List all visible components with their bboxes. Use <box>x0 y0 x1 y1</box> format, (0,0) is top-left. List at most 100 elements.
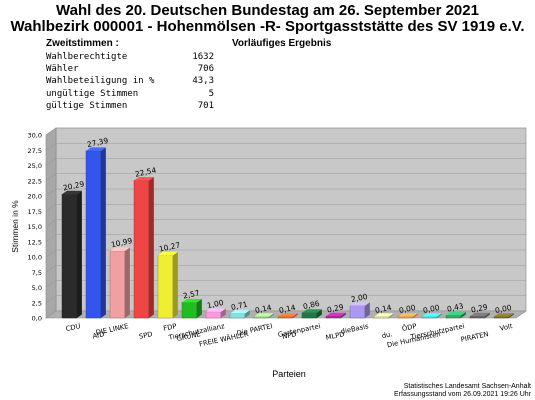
bar-side <box>292 313 298 318</box>
value-label: 2,57 <box>182 288 200 300</box>
stats-row: Wahlberechtigte 1632 <box>46 51 214 63</box>
bar-side <box>244 310 250 318</box>
bar-side <box>76 190 82 318</box>
y-tick-label: 5,0 <box>32 284 42 292</box>
x-axis-label: Parteien <box>272 369 306 379</box>
value-label: 0,00 <box>398 303 416 315</box>
value-label: 2,00 <box>350 292 368 304</box>
bar-side <box>460 311 466 318</box>
bar <box>133 180 150 319</box>
bar-top <box>278 313 298 317</box>
bar-side <box>484 312 490 318</box>
value-label: 0,00 <box>422 303 440 315</box>
stats-label: ungültige Stimmen <box>46 88 139 99</box>
bar-side <box>436 313 442 318</box>
bar <box>181 302 198 319</box>
value-label: 1,00 <box>206 298 224 310</box>
bar-side <box>124 247 130 318</box>
bar-top <box>302 309 322 313</box>
bar <box>85 150 102 319</box>
value-label: 0,14 <box>254 303 272 315</box>
gridline <box>45 158 526 166</box>
value-label: 10,99 <box>110 236 133 249</box>
stats-value: 701 <box>197 100 214 111</box>
gridline <box>45 280 526 288</box>
bar-top <box>350 302 370 306</box>
gridline <box>45 249 526 258</box>
category-label: du. <box>381 330 393 340</box>
gridline <box>45 234 526 242</box>
category-label: Volt <box>499 322 514 333</box>
value-label: 20,29 <box>62 179 85 192</box>
gridline <box>45 142 526 151</box>
value-label: 0,43 <box>446 301 464 313</box>
bar-top <box>326 312 346 317</box>
y-tick-label: 2,5 <box>32 299 42 307</box>
value-label: 22,54 <box>134 166 157 179</box>
bar-top <box>206 308 226 312</box>
stats-label: Wahlbeteiligung in % <box>46 76 155 87</box>
value-label: 0,00 <box>494 303 512 315</box>
category-label: ÖDP <box>401 321 417 333</box>
bar-top <box>230 310 250 314</box>
category-label: NPD <box>282 330 298 341</box>
category-label: PIRATEN <box>460 330 489 344</box>
gridline <box>45 127 526 136</box>
bar <box>205 311 222 319</box>
gridline <box>45 264 526 273</box>
bar-side <box>148 177 154 318</box>
footer-timestamp: Erfassungsstand vom 26.09.2021 19:26 Uhr <box>394 391 531 398</box>
stats-value: 706 <box>197 64 214 75</box>
bar-side <box>412 313 418 318</box>
bar <box>253 316 270 319</box>
category-label: AfD <box>92 330 105 340</box>
category-label: MLPD <box>325 330 345 342</box>
value-label: 0,14 <box>278 303 296 315</box>
gridline <box>45 188 526 197</box>
stats-row: gültige Stimmen 701 <box>46 100 214 112</box>
value-label: 0,29 <box>326 302 344 314</box>
bar-top <box>446 311 466 316</box>
stats-value: 1632 <box>192 52 214 62</box>
bar-side <box>268 313 274 318</box>
bar-side <box>388 313 394 318</box>
bar <box>109 250 126 319</box>
bar <box>61 194 78 319</box>
value-label: 0,71 <box>230 300 248 312</box>
bar-side <box>196 298 202 318</box>
stats-label: gültige Stimmen <box>46 100 128 111</box>
footer-source: Statistisches Landesamt Sachsen-Anhalt <box>403 383 531 390</box>
bar-top <box>86 147 106 151</box>
bar-side <box>316 309 322 318</box>
y-tick-label: 17,5 <box>28 208 42 216</box>
y-tick-label: 0,0 <box>32 315 42 323</box>
section-label: Zweitstimmen : <box>46 38 119 49</box>
bar <box>397 316 414 319</box>
bar-top <box>62 190 82 195</box>
gridline <box>45 173 526 181</box>
bar-top <box>134 177 154 181</box>
y-tick-label: 22,5 <box>28 177 42 185</box>
bar <box>157 255 174 319</box>
stats-value: 43,3 <box>192 76 214 87</box>
stats-row: Wähler 706 <box>46 63 214 75</box>
stats-table: Wahlberechtigte 1632 Wähler 706 Wahlbeteilig… <box>46 51 214 112</box>
bar-side <box>220 308 226 318</box>
value-label: 0,86 <box>302 299 320 311</box>
value-label: 0,14 <box>374 303 392 315</box>
y-tick-label: 20,0 <box>28 193 42 201</box>
bar-side <box>100 147 106 318</box>
bar-top <box>110 247 130 251</box>
chart-title-line-2: Wahlbezirk 000001 - Hohenmölsen -R- Spor… <box>10 18 525 35</box>
bar <box>349 305 366 319</box>
stats-label: Wähler <box>46 64 79 75</box>
bar-top <box>494 313 514 317</box>
category-label: SPD <box>138 330 153 341</box>
bar-top <box>182 298 202 303</box>
y-tick-label: 15,0 <box>28 223 42 231</box>
y-axis-label: Stimmen in % <box>10 200 20 253</box>
bar-top <box>374 313 394 317</box>
category-label: CDU <box>65 322 81 333</box>
gridline <box>45 203 526 212</box>
